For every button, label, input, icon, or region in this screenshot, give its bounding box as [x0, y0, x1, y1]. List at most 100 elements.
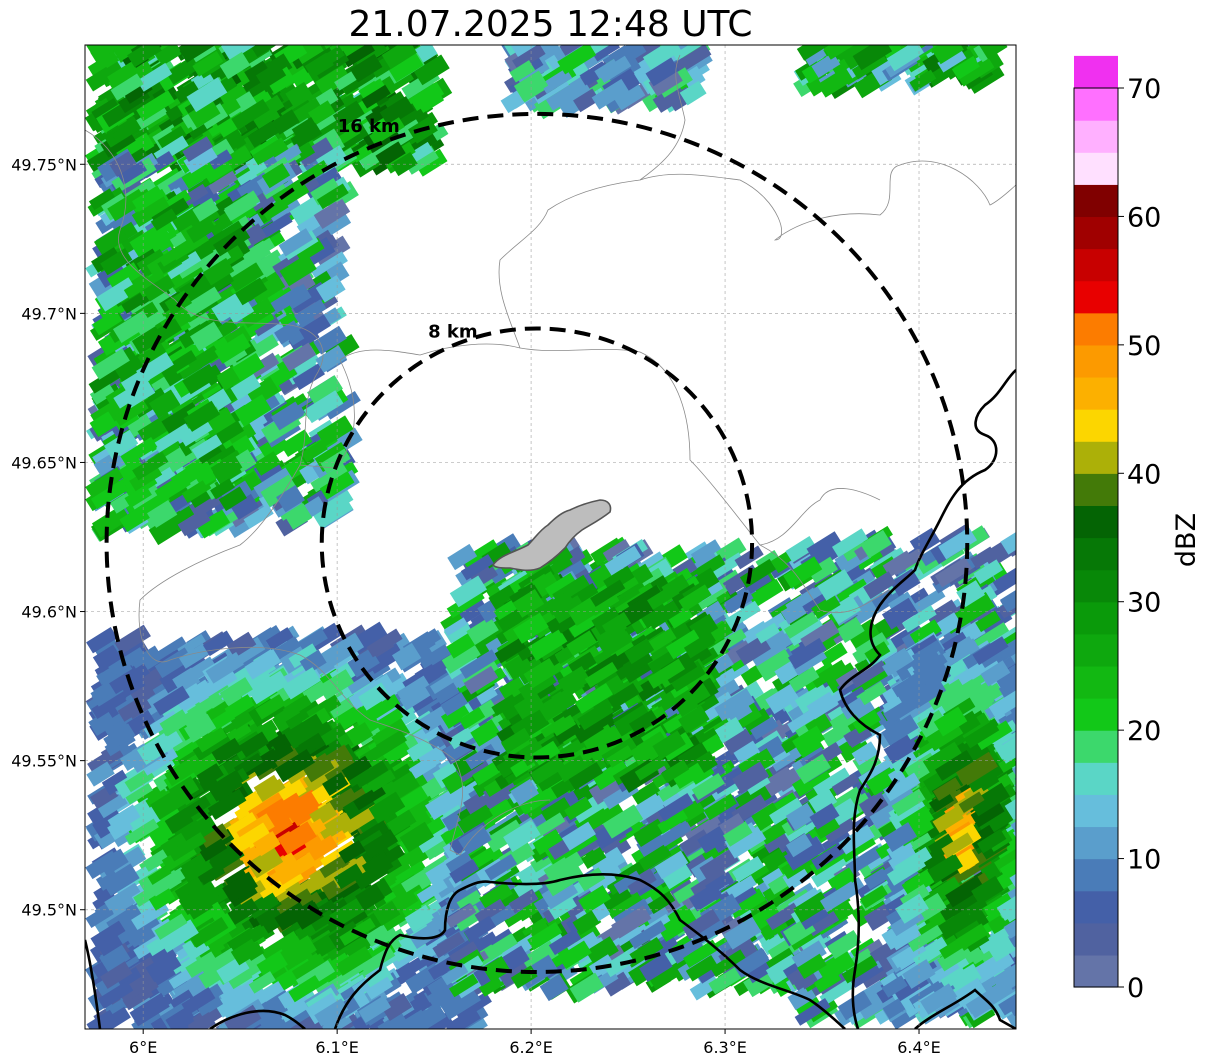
reflectivity-cell: [274, 320, 302, 345]
reflectivity-cell: [1015, 813, 1016, 837]
reflectivity-cell: [125, 410, 154, 438]
reflectivity-cell: [177, 508, 211, 537]
reflectivity-cell: [118, 160, 148, 185]
reflectivity-cell: [271, 109, 300, 135]
reflectivity-cell: [231, 99, 270, 130]
reflectivity-cell: [119, 290, 147, 314]
reflectivity-cell: [136, 90, 175, 122]
reflectivity-cell: [253, 451, 282, 476]
reflectivity-cell: [119, 502, 155, 533]
reflectivity-cell: [118, 458, 145, 481]
reflectivity-cell: [406, 81, 445, 113]
reflectivity-cell: [239, 297, 276, 328]
reflectivity-cell: [315, 275, 346, 303]
reflectivity-cell: [208, 170, 238, 195]
reflectivity-cell: [315, 65, 352, 97]
reflectivity-cell: [299, 314, 331, 342]
reflectivity-cell: [136, 62, 173, 92]
reflectivity-cell: [261, 162, 291, 189]
reflectivity-cell: [97, 261, 127, 288]
reflectivity-cell: [91, 504, 131, 538]
reflectivity-cell: [316, 183, 349, 210]
reflectivity-cell: [260, 474, 299, 507]
reflectivity-cell: [179, 45, 215, 63]
reflectivity-cell: [157, 373, 189, 400]
reflectivity-cell: [90, 45, 125, 64]
reflectivity-cell: [219, 51, 251, 80]
map-title: 21.07.2025 12:48 UTC: [348, 4, 753, 45]
reflectivity-cell: [85, 66, 114, 92]
reflectivity-cell: [261, 213, 293, 238]
reflectivity-cell: [207, 214, 236, 240]
reflectivity-cell: [1012, 882, 1016, 913]
reflectivity-cell: [272, 178, 310, 210]
reflectivity-cell: [1015, 841, 1016, 875]
reflectivity-cell: [246, 376, 280, 407]
reflectivity-cell: [1013, 532, 1016, 563]
reflectivity-cell: [292, 363, 325, 391]
reflectivity-cell: [91, 98, 120, 122]
reflectivity-cell: [113, 45, 142, 63]
reflectivity-cell: [279, 253, 317, 287]
reflectivity-cell: [110, 73, 144, 101]
reflectivity-cell: [233, 240, 272, 272]
reflectivity-cell: [1013, 752, 1016, 784]
reflectivity-cell: [284, 503, 313, 530]
reflectivity-cell: [255, 61, 287, 90]
reflectivity-cell: [183, 144, 218, 174]
reflectivity-cell: [196, 509, 231, 539]
reflectivity-cell: [281, 342, 317, 372]
reflectivity-cell: [283, 283, 312, 310]
reflectivity-cell: [1014, 697, 1016, 730]
reflectivity-cell: [249, 274, 286, 305]
reflectivity-cell: [155, 45, 183, 66]
reflectivity-cell: [1014, 705, 1016, 733]
reflectivity-cell: [291, 117, 320, 144]
reflectivity-cell: [369, 117, 405, 146]
reflectivity-cell: [278, 228, 313, 257]
reflectivity-cell: [1015, 953, 1016, 982]
reflectivity-cell: [87, 51, 120, 77]
reflectivity-cell: [292, 45, 324, 65]
reflectivity-cell: [341, 45, 375, 68]
reflectivity-cell: [307, 375, 343, 406]
reflectivity-cell: [192, 50, 224, 77]
reflectivity-cell: [243, 504, 274, 529]
reflectivity-cell: [224, 422, 257, 449]
reflectivity-cell: [1012, 680, 1016, 708]
reflectivity-cell: [93, 450, 126, 479]
reflectivity-cell: [147, 499, 178, 528]
reflectivity-cell: [131, 195, 171, 228]
reflectivity-cell: [300, 439, 328, 463]
reflectivity-cell: [381, 45, 418, 70]
reflectivity-cell: [294, 299, 327, 326]
reflectivity-cell: [1013, 955, 1016, 989]
reflectivity-cell: [1012, 526, 1016, 557]
reflectivity-cell: [375, 141, 406, 168]
reflectivity-cell: [182, 136, 214, 162]
reflectivity-cell: [148, 510, 190, 546]
reflectivity-cell: [270, 401, 304, 431]
reflectivity-cell: [1012, 688, 1016, 719]
reflectivity-cell: [307, 100, 336, 125]
reflectivity-cell: [289, 195, 325, 227]
reflectivity-cell: [297, 137, 336, 170]
reflectivity-cell: [1013, 718, 1016, 748]
reflectivity-cell: [316, 415, 354, 447]
reflectivity-cell: [265, 66, 296, 95]
reflectivity-cell: [181, 160, 216, 189]
reflectivity-cell: [86, 45, 113, 56]
reflectivity-cell: [414, 148, 448, 177]
reflectivity-cell: [357, 138, 394, 171]
reflectivity-cell: [361, 84, 391, 109]
reflectivity-cell: [1012, 984, 1016, 1012]
reflectivity-cell: [1013, 847, 1016, 873]
reflectivity-cell: [107, 61, 139, 88]
reflectivity-cell: [315, 345, 347, 373]
reflectivity-cell: [111, 121, 138, 144]
reflectivity-cell: [1013, 711, 1016, 744]
reflectivity-cell: [253, 107, 283, 135]
reflectivity-cell: [252, 137, 290, 169]
reflectivity-cell: [388, 53, 424, 83]
